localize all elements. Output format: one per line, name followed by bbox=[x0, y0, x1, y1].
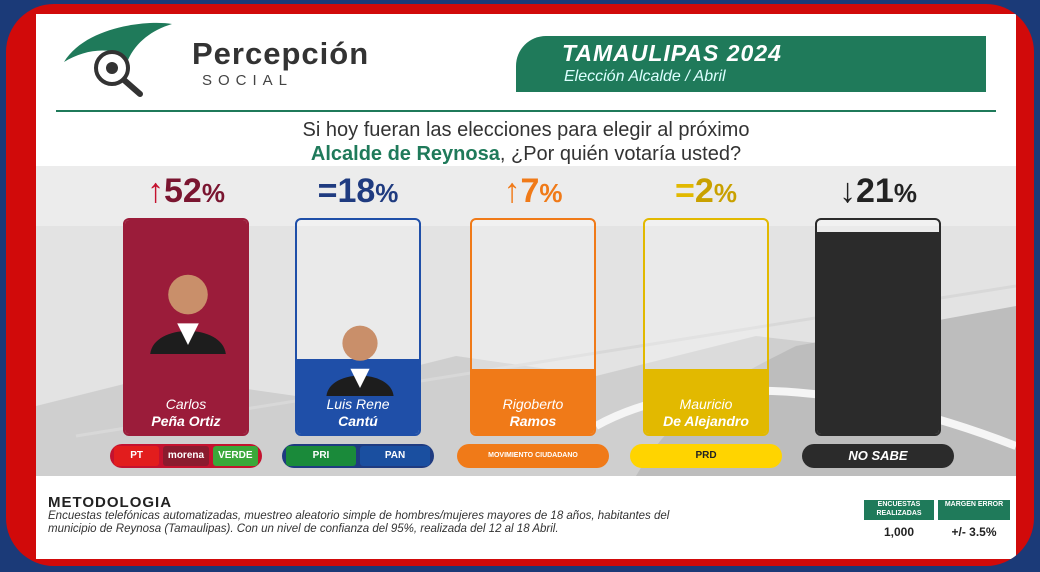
candidate-first-name: Carlos bbox=[165, 396, 207, 412]
trend-equal-icon: = bbox=[317, 172, 338, 210]
methodology-section: METODOLOGIA Encuestas telefónicas automa… bbox=[36, 484, 1016, 559]
trend-down-icon: ↓ bbox=[839, 172, 857, 210]
percent-value: 21 bbox=[856, 172, 894, 210]
party-pill: PRI PAN bbox=[282, 444, 434, 468]
candidate-last-name: De Alejandro bbox=[663, 413, 749, 429]
candidate-first-name: Mauricio bbox=[679, 396, 733, 412]
brand-subtitle: SOCIAL bbox=[202, 72, 294, 89]
candidate-last-name: Peña Ortiz bbox=[151, 413, 221, 429]
percent-unit: % bbox=[375, 178, 399, 208]
bar-container bbox=[815, 218, 941, 436]
candidate-photo-icon bbox=[326, 325, 394, 396]
party-logo: PRI bbox=[286, 446, 356, 466]
percent-value: 18 bbox=[337, 172, 376, 210]
bar bbox=[645, 368, 767, 434]
candidate-first-name: Luis Rene bbox=[326, 396, 390, 412]
party-logo: PT bbox=[114, 446, 160, 466]
party-logo: morena bbox=[163, 446, 209, 466]
margin-header: MARGEN ERROR bbox=[938, 500, 1010, 520]
percent-unit: % bbox=[713, 178, 737, 208]
party-pill: PT morena VERDE bbox=[110, 444, 262, 468]
party-logo: PAN bbox=[360, 446, 430, 466]
candidate-last-name: Ramos bbox=[509, 413, 557, 429]
divider bbox=[56, 110, 996, 112]
party-pill: PRD bbox=[630, 444, 782, 468]
red-frame: Percepción SOCIAL TAMAULIPAS 2024 Elecci… bbox=[6, 4, 1034, 566]
percent-value: 52 bbox=[164, 172, 202, 210]
banner-subtitle: Elección Alcalde / Abril bbox=[564, 68, 726, 85]
question-highlight: Alcalde de Reynosa bbox=[310, 143, 500, 165]
percent-label: ↑7% bbox=[453, 172, 613, 211]
header: Percepción SOCIAL TAMAULIPAS 2024 Elecci… bbox=[56, 20, 996, 100]
brand-name: Percepción bbox=[192, 36, 370, 71]
percent-label: ↓21% bbox=[798, 172, 958, 211]
margin-value: +/- 3.5% bbox=[951, 525, 997, 539]
eye-magnifier-logo-icon bbox=[64, 22, 172, 97]
percent-label: =18% bbox=[278, 172, 438, 211]
surveys-header: ENCUESTAS REALIZADAS bbox=[864, 500, 934, 520]
party-logo: PRD bbox=[695, 450, 717, 461]
question-line-1: Si hoy fueran las elecciones para elegir… bbox=[302, 119, 750, 141]
candidate-last-name: Cantú bbox=[338, 413, 378, 429]
question: Si hoy fueran las elecciones para elegir… bbox=[36, 118, 1016, 166]
party-logo: VERDE bbox=[212, 446, 258, 466]
methodology-text: Encuestas telefónicas automatizadas, mue… bbox=[48, 510, 670, 535]
methodology-title: METODOLOGIA bbox=[48, 494, 173, 511]
trend-up-icon: ↑ bbox=[147, 172, 165, 210]
trend-equal-icon: = bbox=[675, 172, 695, 210]
question-rest: , ¿Por quién votaría usted? bbox=[499, 143, 742, 165]
question-line-2: Alcalde de Reynosa, ¿Por quién votaría u… bbox=[36, 142, 1016, 166]
chart-area: ↑52% Carlos Peña Ortiz PT morena VERDE =18% Lui… bbox=[36, 166, 1016, 476]
bar bbox=[472, 368, 594, 434]
banner-title: TAMAULIPAS 2024 bbox=[562, 40, 782, 66]
bar-container: Mauricio De Alejandro bbox=[643, 218, 769, 436]
percent-value: 7 bbox=[520, 172, 540, 210]
percent-label: ↑52% bbox=[106, 172, 266, 211]
bar bbox=[817, 231, 939, 434]
bar-container: Rigoberto Ramos bbox=[470, 218, 596, 436]
party-logo: MOVIMIENTO CIUDADANO bbox=[488, 452, 578, 459]
candidate-photo-icon bbox=[150, 274, 226, 354]
percent-unit: % bbox=[893, 178, 917, 208]
surveys-value: 1,000 bbox=[883, 525, 915, 539]
bar-container: Luis Rene Cantú bbox=[295, 218, 421, 436]
party-pill: NO SABE bbox=[802, 444, 954, 468]
poll-poster: Percepción SOCIAL TAMAULIPAS 2024 Elecci… bbox=[36, 14, 1016, 559]
trend-up-icon: ↑ bbox=[503, 172, 521, 210]
percent-unit: % bbox=[201, 178, 225, 208]
percent-label: =2% bbox=[626, 172, 786, 211]
candidate-first-name: Rigoberto bbox=[502, 396, 564, 412]
title-banner: TAMAULIPAS 2024 Elección Alcalde / Abril bbox=[516, 36, 986, 92]
percent-unit: % bbox=[539, 178, 563, 208]
percent-value: 2 bbox=[694, 172, 714, 210]
party-pill: MOVIMIENTO CIUDADANO bbox=[457, 444, 609, 468]
bar-container: Carlos Peña Ortiz bbox=[123, 218, 249, 436]
party-logo: NO SABE bbox=[848, 448, 908, 463]
